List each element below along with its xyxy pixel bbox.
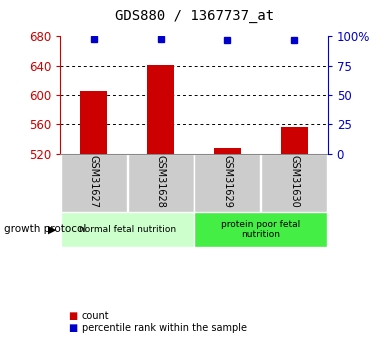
Text: ■: ■ <box>68 323 78 333</box>
Text: growth protocol: growth protocol <box>4 225 86 234</box>
Text: protein poor fetal
nutrition: protein poor fetal nutrition <box>221 220 300 239</box>
Text: GDS880 / 1367737_at: GDS880 / 1367737_at <box>115 9 275 23</box>
Bar <box>61 212 194 247</box>
Text: GSM31630: GSM31630 <box>289 155 299 208</box>
Bar <box>147 65 174 154</box>
Bar <box>80 91 107 154</box>
Bar <box>214 148 241 154</box>
Text: GSM31627: GSM31627 <box>89 155 99 208</box>
Bar <box>61 154 127 212</box>
Bar <box>194 212 327 247</box>
Bar <box>128 154 194 212</box>
Bar <box>281 127 308 154</box>
Bar <box>194 154 261 212</box>
Bar <box>261 154 327 212</box>
Text: count: count <box>82 311 110 321</box>
Text: GSM31629: GSM31629 <box>222 155 232 208</box>
Text: normal fetal nutrition: normal fetal nutrition <box>79 225 176 234</box>
Text: ■: ■ <box>68 311 78 321</box>
Text: GSM31628: GSM31628 <box>156 155 166 208</box>
Text: ▶: ▶ <box>48 225 57 234</box>
Text: percentile rank within the sample: percentile rank within the sample <box>82 323 247 333</box>
